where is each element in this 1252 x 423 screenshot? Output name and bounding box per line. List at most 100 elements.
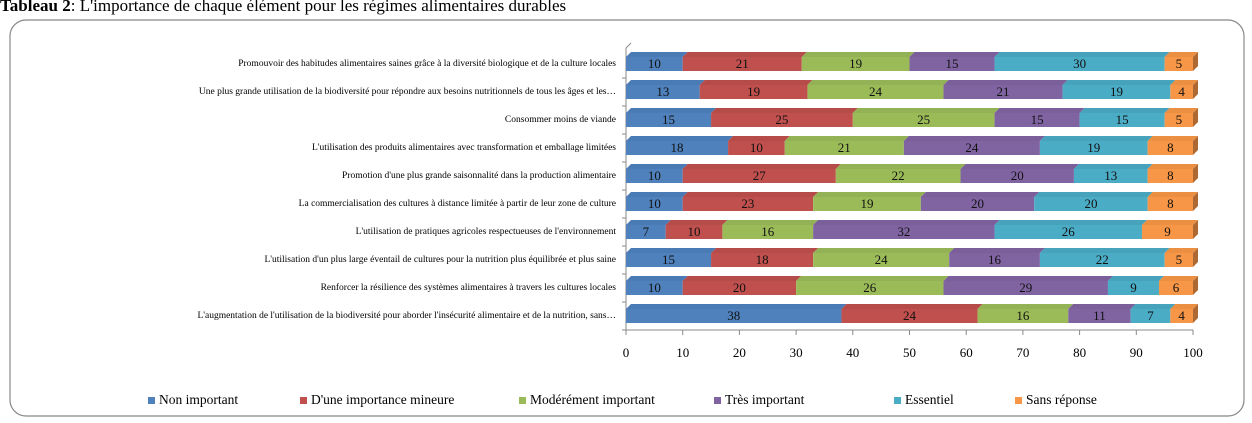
- bar-segment: [682, 164, 841, 183]
- legend-label: D'une importance mineure: [311, 392, 454, 407]
- bar-top: [626, 136, 734, 141]
- value-label: 9: [1130, 280, 1137, 295]
- bar-segment: [1170, 304, 1198, 323]
- bar-face: [943, 281, 1108, 295]
- bar-face: [1164, 253, 1193, 267]
- value-label: 13: [656, 84, 669, 99]
- bar-face: [1068, 309, 1131, 323]
- bar-top: [682, 276, 802, 281]
- bar-segment: [1164, 108, 1198, 127]
- bar-top: [994, 52, 1170, 57]
- value-label: 24: [903, 308, 917, 323]
- value-label: 24: [875, 252, 889, 267]
- legend-swatch: [300, 397, 307, 404]
- bar-top: [626, 80, 705, 85]
- bar-segment: [960, 164, 1079, 183]
- bar-face: [682, 197, 814, 211]
- bar-segment: [943, 80, 1068, 99]
- bar-face: [1039, 253, 1165, 267]
- bar-face: [813, 197, 921, 211]
- bar-top: [626, 108, 717, 113]
- bar-face: [994, 225, 1142, 239]
- bar-segment: [852, 108, 1000, 127]
- x-tick-label: 90: [1130, 345, 1143, 360]
- bar-segment: [943, 276, 1113, 295]
- bar-face: [626, 141, 729, 155]
- value-label: 19: [747, 84, 760, 99]
- value-label: 10: [648, 280, 661, 295]
- caption-label: Tableau 2: [0, 0, 71, 15]
- bar-segment: [626, 52, 688, 71]
- bar-face: [852, 113, 995, 127]
- bar-top: [626, 276, 688, 281]
- bar-face: [903, 141, 1040, 155]
- x-tick-label: 10: [676, 345, 689, 360]
- bar-top: [626, 304, 847, 309]
- bar-face: [626, 169, 683, 183]
- bar-top: [1147, 192, 1198, 197]
- x-tick-label: 100: [1183, 345, 1203, 360]
- x-tick-label: 40: [846, 345, 859, 360]
- bar-segment: [994, 220, 1147, 239]
- y-tick-label: Promouvoir des habitudes alimentaires sa…: [238, 59, 616, 69]
- bar-segment: [796, 276, 949, 295]
- value-label: 20: [1011, 168, 1024, 183]
- bar-top: [813, 220, 1000, 225]
- legend-label: Sans réponse: [1026, 392, 1097, 407]
- bar-face: [960, 169, 1074, 183]
- bar-face: [682, 169, 836, 183]
- bar-segment: [711, 248, 819, 267]
- bar-top: [943, 80, 1068, 85]
- bar-top: [626, 164, 688, 169]
- bar-face: [1141, 225, 1193, 239]
- bar-face: [994, 113, 1080, 127]
- bar-segment: [1079, 108, 1170, 127]
- bar-face: [1034, 197, 1148, 211]
- x-tick-label: 0: [623, 345, 630, 360]
- bar-side: [1193, 304, 1198, 323]
- value-label: 22: [1096, 252, 1109, 267]
- value-label: 19: [1087, 140, 1100, 155]
- bar-segment: [1107, 276, 1164, 295]
- value-label: 30: [1073, 56, 1086, 71]
- bar-segment: [722, 220, 819, 239]
- bar-face: [1147, 141, 1193, 155]
- y-tick-label: L'utilisation des produits alimentaires …: [312, 142, 616, 153]
- bar-side: [1193, 80, 1198, 99]
- bar-face: [977, 309, 1069, 323]
- bar-top: [722, 220, 819, 225]
- bar-segment: [841, 304, 983, 323]
- bar-top: [1034, 192, 1153, 197]
- value-label: 5: [1176, 56, 1183, 71]
- bar-top: [626, 248, 717, 253]
- bar-face: [626, 225, 666, 239]
- value-label: 15: [662, 112, 675, 127]
- value-label: 32: [897, 224, 910, 239]
- bar-segment: [949, 248, 1045, 267]
- bar-face: [784, 141, 904, 155]
- bar-segment: [1164, 52, 1198, 71]
- bar-face: [626, 113, 712, 127]
- bar-segment: [807, 80, 949, 99]
- bar-face: [711, 253, 814, 267]
- x-tick-label: 70: [1016, 345, 1029, 360]
- bar-top: [711, 108, 858, 113]
- bar-top: [909, 52, 1000, 57]
- bar-face: [626, 281, 683, 295]
- bar-top: [1170, 80, 1198, 85]
- y-tick-label: L'utilisation d'un plus large éventail d…: [264, 255, 616, 265]
- bar-top: [1073, 164, 1153, 169]
- bar-top: [943, 276, 1113, 281]
- bar-top: [711, 248, 819, 253]
- bar-face: [994, 57, 1165, 71]
- legend-label: Modérément important: [530, 392, 655, 407]
- bar-face: [801, 57, 910, 71]
- legend-swatch: [894, 397, 901, 404]
- value-label: 26: [1062, 224, 1076, 239]
- bar-segment: [909, 52, 1000, 71]
- caption-text: : L'importance de chaque élément pour le…: [71, 0, 566, 15]
- bar-face: [626, 309, 842, 323]
- bar-face: [626, 57, 683, 71]
- bar-top: [626, 52, 688, 57]
- value-label: 10: [648, 196, 661, 211]
